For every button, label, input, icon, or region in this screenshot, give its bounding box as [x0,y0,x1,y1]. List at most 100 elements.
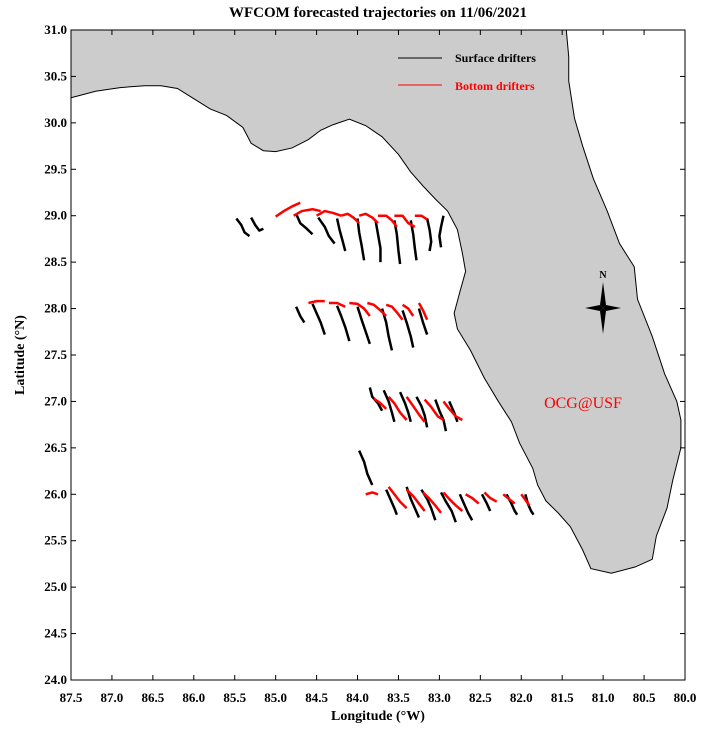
map-title: WFCOM forecasted trajectories on 11/06/2… [229,5,527,21]
bottom-trajectory-15 [373,397,388,410]
x-tick-label-11: 82.0 [510,690,533,705]
surface-trajectory-19 [382,389,396,423]
y-tick-label-4: 29.0 [44,208,67,223]
x-tick-label-10: 82.5 [469,690,492,705]
x-tick-label-13: 81.0 [592,690,615,705]
bottom-trajectory-7 [414,214,428,221]
y-axis-label: Latitude (°N) [13,315,28,395]
y-tick-label-7: 27.5 [44,347,67,362]
surface-drifter-trajectories [235,213,535,523]
x-tick-label-12: 81.5 [551,690,574,705]
legend: Surface drifters Bottom drifters [398,51,536,93]
surface-trajectory-7 [393,220,402,265]
y-tick-label-10: 26.0 [44,486,67,501]
bottom-trajectory-10 [349,301,371,317]
bottom-trajectory-20 [365,491,379,496]
bottom-trajectory-13 [401,303,415,317]
bottom-trajectory-24 [442,491,464,512]
bottom-drifter-trajectories [274,201,531,514]
surface-trajectory-32 [524,493,535,516]
y-axis-ticks: 31.0 30.5 30.0 29.5 29.0 28.5 28.0 27.5 27.0 26.5… [44,22,685,687]
surface-trajectory-22 [434,399,448,432]
y-tick-label-9: 26.5 [44,440,67,455]
y-tick-label-13: 24.5 [44,626,67,641]
bottom-trajectory-6 [394,214,416,228]
bottom-trajectory-14 [417,302,429,321]
y-tick-label-2: 30.0 [44,115,67,130]
y-tick-label-5: 28.5 [44,254,67,269]
legend-label-bottom: Bottom drifters [455,79,535,93]
surface-trajectory-17 [417,308,429,335]
x-tick-label-8: 83.5 [387,690,410,705]
surface-trajectory-28 [439,491,457,523]
x-tick-label-15: 80.0 [674,690,697,705]
bottom-trajectory-16 [387,395,408,421]
y-tick-label-11: 25.5 [44,533,67,548]
surface-trajectory-0 [235,217,251,238]
y-tick-label-0: 31.0 [44,22,67,37]
surface-trajectory-8 [409,220,418,261]
bottom-trajectory-17 [405,396,426,423]
bottom-trajectory-11 [367,301,388,317]
bottom-trajectory-25 [464,493,480,505]
x-tick-label-0: 87.5 [60,690,83,705]
bottom-trajectory-23 [422,491,443,514]
surface-trajectory-1 [250,216,264,232]
x-axis-ticks: 87.5 87.0 86.5 86.0 85.5 85.0 84.5 84.0 83.5 83.0… [60,30,697,705]
surface-trajectory-11 [294,306,306,324]
bottom-trajectory-28 [520,493,531,507]
bottom-trajectory-26 [483,491,498,503]
surface-trajectory-29 [458,493,474,521]
surface-trajectory-9 [425,218,433,252]
bottom-trajectory-3 [340,212,361,225]
surface-trajectory-6 [374,220,382,263]
x-tick-label-3: 86.0 [182,690,205,705]
bottom-trajectory-18 [423,398,445,422]
surface-trajectory-3 [317,216,336,245]
surface-trajectory-30 [480,493,492,512]
surface-trajectory-13 [335,305,351,342]
bottom-trajectory-22 [405,488,426,512]
surface-trajectory-4 [335,218,347,252]
bottom-trajectory-27 [502,493,516,505]
x-tick-label-6: 84.5 [305,690,328,705]
y-tick-label-6: 28.0 [44,301,67,316]
x-tick-label-1: 87.0 [101,690,124,705]
bottom-trajectory-21 [387,486,408,510]
surface-trajectory-16 [401,310,415,348]
watermark-text: OCG@USF [544,395,622,412]
compass-north-label: N [599,270,607,281]
y-tick-label-3: 29.5 [44,161,67,176]
x-tick-label-5: 85.0 [264,690,287,705]
surface-trajectory-20 [398,391,412,423]
x-tick-label-2: 86.5 [141,690,164,705]
surface-trajectory-5 [356,218,366,261]
x-tick-label-7: 84.0 [346,690,369,705]
surface-trajectory-24 [358,450,374,486]
bottom-trajectory-2 [315,209,342,217]
plot-area [70,29,686,681]
x-tick-label-4: 85.5 [223,690,246,705]
compass-rose-icon: N [585,270,621,334]
legend-label-surface: Surface drifters [455,51,536,65]
y-tick-label-12: 25.0 [44,579,67,594]
bottom-trajectory-19 [442,400,463,422]
bottom-trajectory-12 [385,303,404,321]
x-tick-label-14: 80.5 [633,690,656,705]
surface-trajectory-10 [438,215,445,248]
bottom-trajectory-1 [293,207,321,217]
surface-trajectory-2 [294,213,314,236]
x-tick-label-9: 83.0 [428,690,451,705]
surface-trajectory-14 [356,306,371,345]
surface-trajectory-25 [385,489,398,516]
x-axis-label: Longitude (°W) [331,709,425,724]
bottom-trajectory-5 [378,214,398,228]
florida-landmass [70,29,685,574]
y-tick-label-8: 27.0 [44,393,67,408]
bottom-trajectory-4 [358,212,379,225]
surface-trajectory-21 [415,396,429,428]
bottom-trajectory-0 [274,201,301,218]
bottom-trajectory-8 [308,299,325,305]
y-tick-label-1: 30.5 [44,68,67,83]
